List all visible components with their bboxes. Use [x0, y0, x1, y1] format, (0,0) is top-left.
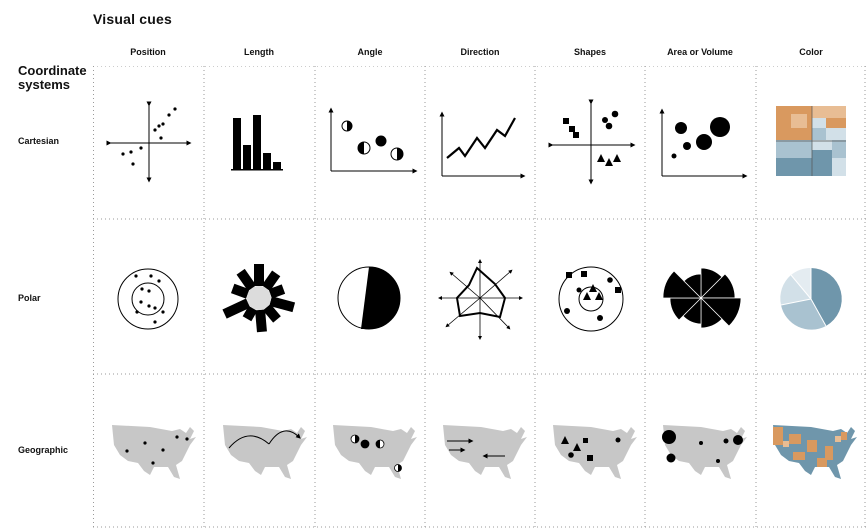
- angle-geographic-icon: [333, 425, 417, 479]
- visual-cues-grid: [93, 66, 866, 528]
- grid-lines: [93, 66, 866, 528]
- area-polar-icon: [662, 267, 742, 329]
- coordinate-systems-heading: Coordinate systems: [18, 63, 87, 92]
- position-polar-icon: [117, 268, 179, 330]
- position-geographic-icon: [112, 425, 196, 479]
- angle-polar-icon: [337, 266, 401, 330]
- row-header-cartesian: Cartesian: [18, 136, 60, 146]
- color-polar-icon: [780, 267, 842, 330]
- color-geographic-icon: [773, 425, 857, 479]
- angle-cartesian-icon: [328, 107, 418, 174]
- length-geographic-icon: [223, 425, 307, 479]
- column-header-area-volume: Area or Volume: [667, 47, 733, 57]
- page-title: Visual cues: [93, 11, 172, 27]
- column-header-position: Position: [130, 47, 166, 57]
- length-cartesian-icon: [231, 115, 283, 171]
- length-polar-icon: [222, 264, 296, 333]
- column-header-shapes: Shapes: [573, 47, 606, 57]
- column-header-length: Length: [244, 47, 274, 57]
- area-geographic-icon: [662, 425, 747, 479]
- column-header-direction: Direction: [460, 47, 500, 57]
- color-cartesian-icon: [776, 106, 846, 176]
- column-header-angle: Angle: [357, 47, 383, 57]
- shapes-cartesian-icon: [548, 99, 636, 185]
- direction-polar-icon: [438, 259, 523, 340]
- row-header-polar: Polar: [18, 293, 41, 303]
- shapes-polar-icon: [558, 266, 624, 332]
- column-header-color: Color: [799, 47, 823, 57]
- direction-geographic-icon: [443, 425, 527, 479]
- row-header-geographic: Geographic: [18, 445, 69, 455]
- position-cartesian-icon: [106, 101, 192, 183]
- direction-cartesian-icon: [439, 111, 526, 179]
- area-cartesian-icon: [659, 108, 748, 179]
- shapes-geographic-icon: [553, 425, 637, 479]
